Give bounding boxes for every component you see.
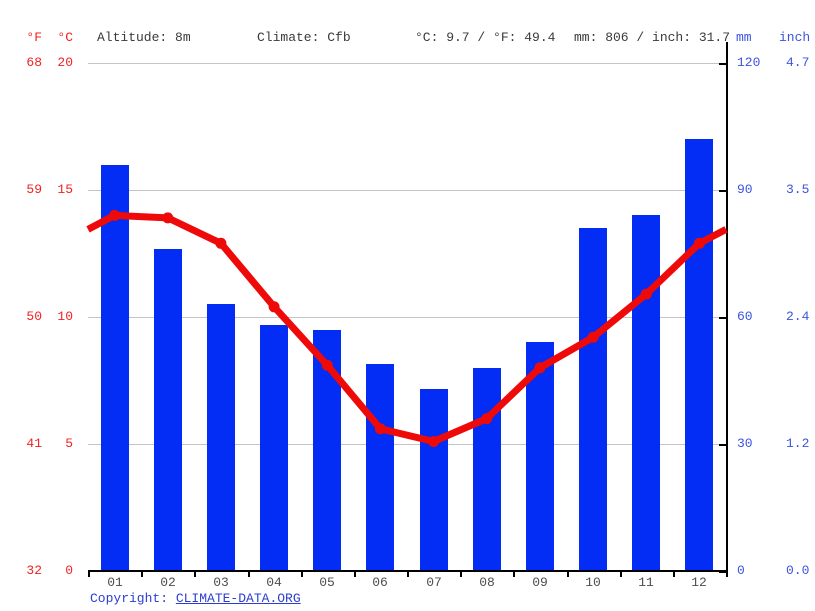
x-axis-tick <box>354 571 356 577</box>
celsius-tick-label: 10 <box>57 309 73 324</box>
temperature-point <box>268 301 280 313</box>
celsius-axis-header: °C <box>57 30 73 45</box>
right-axis-line <box>726 42 728 572</box>
month-label: 01 <box>107 575 123 590</box>
month-label: 11 <box>638 575 654 590</box>
precipitation-bar <box>526 342 554 571</box>
inch-tick-label: 2.4 <box>786 309 810 324</box>
month-label: 03 <box>213 575 229 590</box>
month-label: 02 <box>160 575 176 590</box>
celsius-tick-label: 5 <box>65 436 73 451</box>
right-axis-tick <box>719 571 727 573</box>
inch-tick-label: 4.7 <box>786 55 810 70</box>
fahrenheit-tick-label: 41 <box>26 436 42 451</box>
month-label: 05 <box>319 575 335 590</box>
mean-temperature-label: °C: 9.7 / °F: 49.4 <box>415 30 556 45</box>
mm-tick-label: 90 <box>737 182 753 197</box>
month-label: 06 <box>372 575 388 590</box>
gridline <box>88 444 726 445</box>
gridline <box>88 190 726 191</box>
fahrenheit-tick-label: 68 <box>26 55 42 70</box>
month-label: 12 <box>691 575 707 590</box>
precipitation-bar <box>632 215 660 571</box>
precipitation-bar <box>366 364 394 571</box>
x-axis-tick <box>301 571 303 577</box>
month-label: 08 <box>479 575 495 590</box>
temperature-point <box>162 212 174 224</box>
x-axis-tick <box>513 571 515 577</box>
precipitation-bar <box>420 389 448 571</box>
inch-tick-label: 3.5 <box>786 182 810 197</box>
x-axis-tick <box>460 571 462 577</box>
fahrenheit-tick-label: 32 <box>26 563 42 578</box>
mm-tick-label: 120 <box>737 55 761 70</box>
fahrenheit-tick-label: 50 <box>26 309 42 324</box>
temperature-point <box>215 237 227 249</box>
precipitation-bar <box>101 165 129 571</box>
x-axis-tick <box>88 571 90 577</box>
climate-data-org-link[interactable]: CLIMATE-DATA.ORG <box>175 591 301 606</box>
fahrenheit-tick-label: 59 <box>26 182 42 197</box>
inch-tick-label: 1.2 <box>786 436 810 451</box>
mm-axis-header: mm <box>736 30 752 45</box>
x-axis-tick <box>726 571 728 577</box>
celsius-tick-label: 20 <box>57 55 73 70</box>
precipitation-bar <box>313 330 341 571</box>
month-label: 04 <box>266 575 282 590</box>
celsius-tick-label: 15 <box>57 182 73 197</box>
x-axis-tick <box>407 571 409 577</box>
inch-axis-header: inch <box>779 30 811 45</box>
precipitation-bar <box>260 325 288 571</box>
x-axis-tick <box>141 571 143 577</box>
precipitation-bar <box>154 249 182 571</box>
precipitation-bar <box>207 304 235 571</box>
copyright-line: Copyright: CLIMATE-DATA.ORG <box>90 592 301 606</box>
fahrenheit-axis-header: °F <box>26 30 42 45</box>
x-axis-tick <box>567 571 569 577</box>
celsius-tick-label: 0 <box>65 563 73 578</box>
inch-tick-label: 0.0 <box>786 563 810 578</box>
x-axis-tick <box>194 571 196 577</box>
right-axis-tick <box>719 63 727 65</box>
temperature-polyline <box>86 211 728 445</box>
x-axis-tick <box>620 571 622 577</box>
mm-tick-label: 0 <box>737 563 745 578</box>
total-precipitation-label: mm: 806 / inch: 31.7 <box>574 30 731 45</box>
month-label: 10 <box>585 575 601 590</box>
right-axis-tick <box>719 190 727 192</box>
mm-tick-label: 30 <box>737 436 753 451</box>
precipitation-bar <box>685 139 713 571</box>
month-label: 09 <box>532 575 548 590</box>
mm-tick-label: 60 <box>737 309 753 324</box>
month-label: 07 <box>426 575 442 590</box>
x-axis-tick <box>248 571 250 577</box>
climate-type-label: Climate: Cfb <box>257 30 351 45</box>
precipitation-bar <box>579 228 607 571</box>
copyright-prefix: Copyright: <box>90 591 176 606</box>
altitude-label: Altitude: 8m <box>97 30 191 45</box>
right-axis-tick <box>719 444 727 446</box>
gridline <box>88 63 726 64</box>
gridline <box>88 317 726 318</box>
x-axis-tick <box>673 571 675 577</box>
precipitation-bar <box>473 368 501 571</box>
